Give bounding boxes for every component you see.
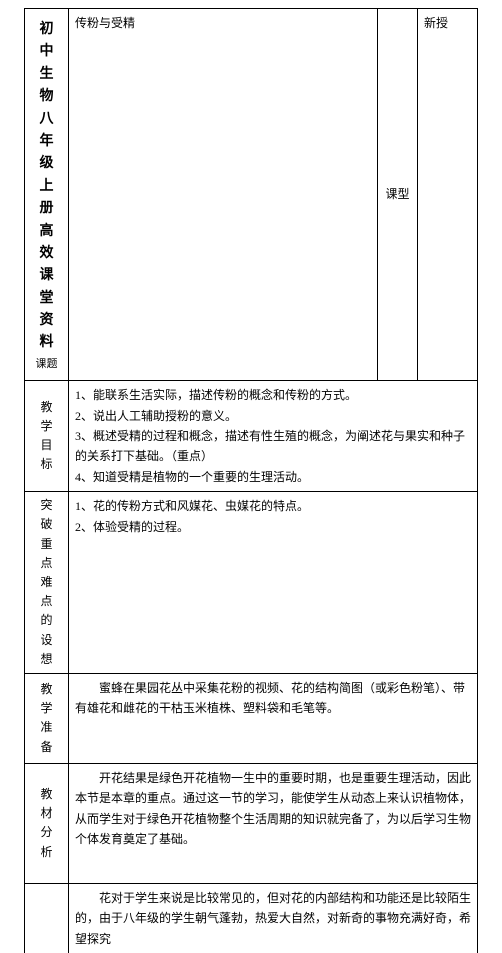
doc-title-cell: 初中生物八年级上册高效课堂资料 课题 (25, 9, 69, 381)
material-content-cell: 开花结果是绿色开花植物一生中的重要时期，也是重要生理活动，因此本节是本章的重点。… (69, 764, 478, 884)
material-label: 教材分析 (41, 785, 53, 862)
prep-text: 蜜蜂在果园花丛中采集花粉的视频、花的结构简图（或彩色粉笔）、带有雄花和雌花的干枯… (75, 678, 471, 719)
last-text: 花对于学生来说是比较常见的，但对花的内部结构和功能还是比较陌生的，由于八年级的学… (75, 888, 471, 949)
doc-main-title: 初中生物八年级上册高效课堂资料 (40, 19, 54, 355)
goals-line-4: 4、知道受精是植物的一个重要的生理活动。 (75, 467, 471, 487)
goals-line-1: 1、能联系生活实际，描述传粉的概念和传粉的方式。 (75, 385, 471, 405)
doc-title: 初中生物八年级上册高效课堂资料 课题 (27, 15, 66, 376)
doc-sub-title: 课题 (29, 357, 64, 372)
breakthrough-label: 突破重点难点的设想 (41, 496, 53, 669)
row-prep: 教学准备 蜜蜂在果园花丛中采集花粉的视频、花的结构简图（或彩色粉笔）、带有雄花和… (25, 674, 478, 764)
ktype-value: 新授 (424, 16, 448, 30)
prep-label-cell: 教学准备 (25, 674, 69, 764)
lesson-plan-table: 初中生物八年级上册高效课堂资料 课题 传粉与受精 课型 新授 教学目标 1、能联… (24, 8, 478, 953)
prep-label: 教学准备 (41, 680, 53, 757)
page-root: 初中生物八年级上册高效课堂资料 课题 传粉与受精 课型 新授 教学目标 1、能联… (0, 0, 502, 953)
ktype-value-cell: 新授 (418, 9, 478, 381)
row-material: 教材分析 开花结果是绿色开花植物一生中的重要时期，也是重要生理活动，因此本节是本… (25, 764, 478, 884)
lesson-title: 传粉与受精 (75, 16, 135, 30)
breakthrough-label-cell: 突破重点难点的设想 (25, 492, 69, 674)
breakthrough-content-cell: 1、花的传粉方式和风媒花、虫媒花的特点。 2、体验受精的过程。 (69, 492, 478, 674)
row-goals: 教学目标 1、能联系生活实际，描述传粉的概念和传粉的方式。 2、说出人工辅助授粉… (25, 381, 478, 492)
lesson-title-cell: 传粉与受精 (69, 9, 378, 381)
goals-line-3: 3、概述受精的过程和概念，描述有性生殖的概念，为阐述花与果实和种子的关系打下基础… (75, 426, 471, 467)
last-content-cell: 花对于学生来说是比较常见的，但对花的内部结构和功能还是比较陌生的，由于八年级的学… (69, 884, 478, 953)
goals-label-cell: 教学目标 (25, 381, 69, 492)
prep-content-cell: 蜜蜂在果园花丛中采集花粉的视频、花的结构简图（或彩色粉笔）、带有雄花和雌花的干枯… (69, 674, 478, 764)
material-text: 开花结果是绿色开花植物一生中的重要时期，也是重要生理活动，因此本节是本章的重点。… (75, 768, 471, 850)
breakthrough-line-2: 2、体验受精的过程。 (75, 517, 471, 537)
material-label-cell: 教材分析 (25, 764, 69, 884)
row-breakthrough: 突破重点难点的设想 1、花的传粉方式和风媒花、虫媒花的特点。 2、体验受精的过程… (25, 492, 478, 674)
last-label-cell (25, 884, 69, 953)
goals-label: 教学目标 (41, 398, 53, 475)
breakthrough-line-1: 1、花的传粉方式和风媒花、虫媒花的特点。 (75, 496, 471, 516)
goals-line-2: 2、说出人工辅助授粉的意义。 (75, 406, 471, 426)
row-header: 初中生物八年级上册高效课堂资料 课题 传粉与受精 课型 新授 (25, 9, 478, 381)
ktype-label: 课型 (385, 187, 409, 201)
ktype-label-cell: 课型 (378, 9, 418, 381)
goals-content-cell: 1、能联系生活实际，描述传粉的概念和传粉的方式。 2、说出人工辅助授粉的意义。 … (69, 381, 478, 492)
row-last: 花对于学生来说是比较常见的，但对花的内部结构和功能还是比较陌生的，由于八年级的学… (25, 884, 478, 953)
